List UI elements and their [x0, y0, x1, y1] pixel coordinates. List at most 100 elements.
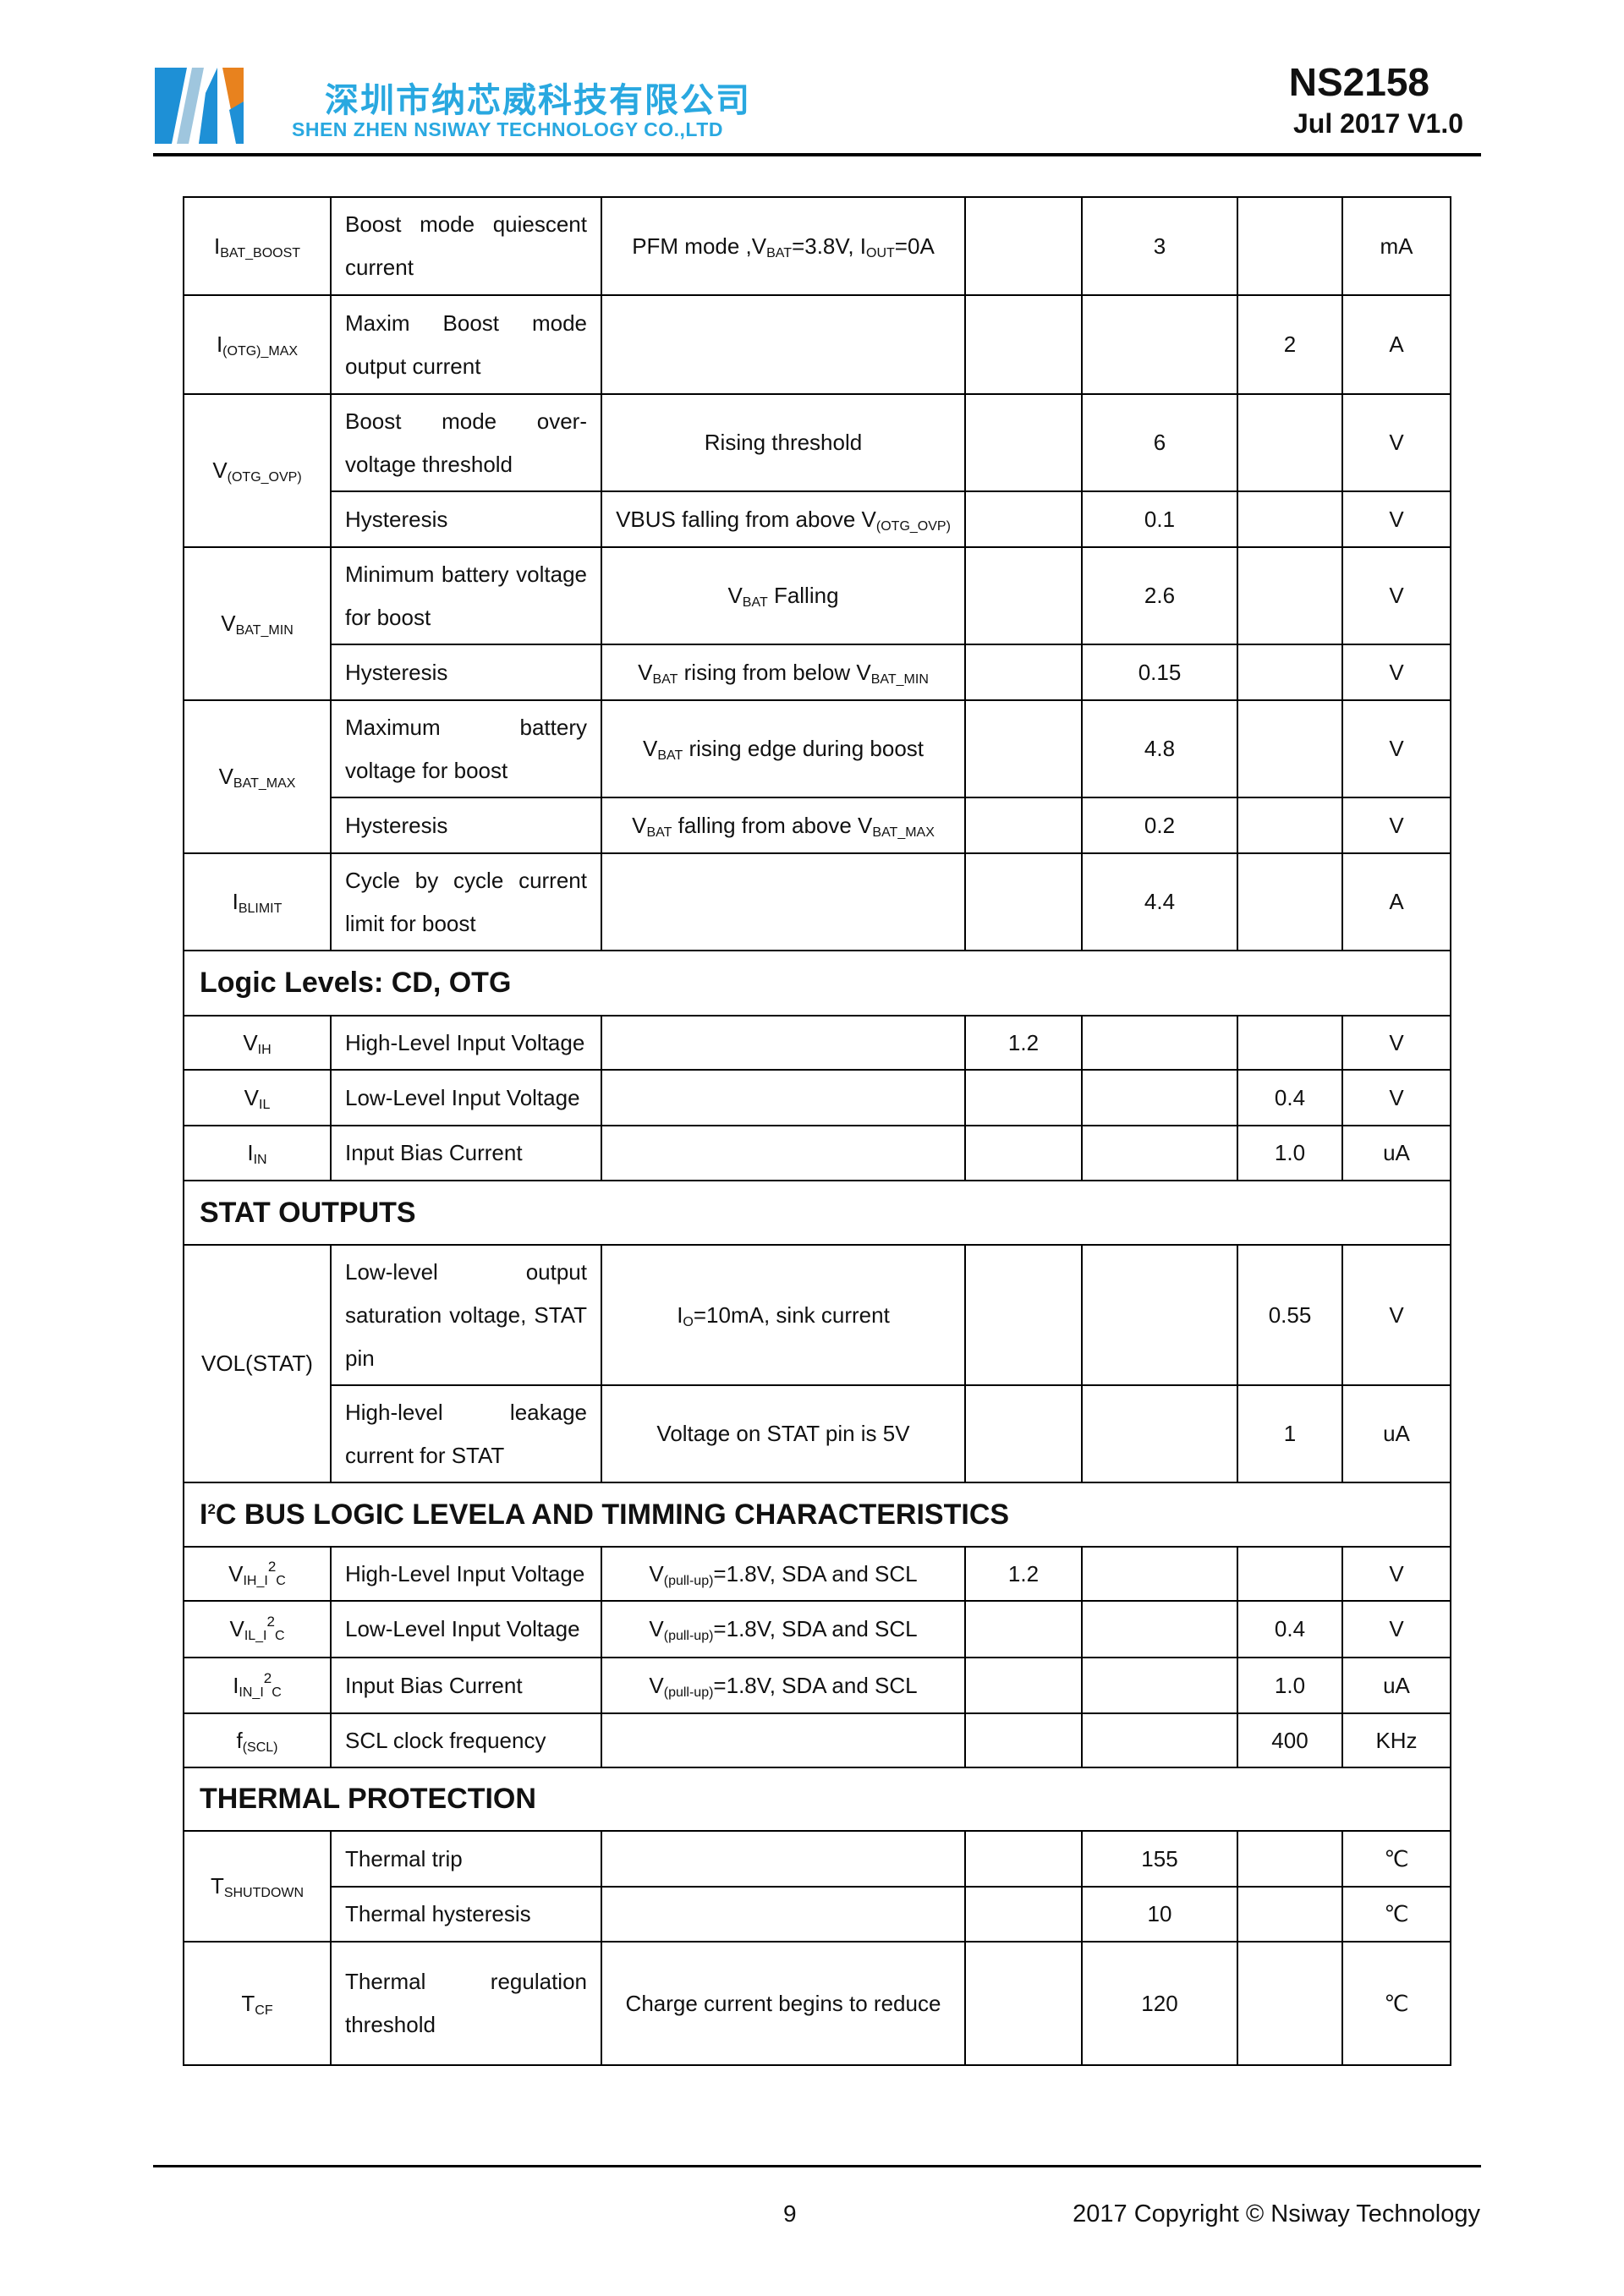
parameter-symbol: I(OTG)_MAX — [183, 294, 332, 395]
max-value — [1237, 1886, 1343, 1943]
typ-value: 4.8 — [1081, 699, 1238, 798]
unit-cell: V — [1341, 797, 1451, 854]
max-value — [1237, 1830, 1343, 1888]
text-segment: V — [649, 1560, 664, 1586]
text-segment: I — [233, 1672, 239, 1698]
test-condition — [601, 852, 966, 951]
unit-cell: ℃ — [1341, 1830, 1451, 1888]
parameter-symbol: VBAT_MIN — [183, 546, 332, 701]
subscript: BAT_MAX — [872, 825, 935, 840]
text-segment: V — [229, 1616, 244, 1641]
typ-value: 6 — [1081, 393, 1238, 492]
parameter-description: High-level leakage current for STAT — [330, 1384, 602, 1483]
parameter-description: Thermal trip — [330, 1830, 602, 1888]
unit-cell: V — [1341, 1546, 1451, 1602]
parameter-description: High-Level Input Voltage — [330, 1546, 602, 1602]
typ-value: 0.2 — [1081, 797, 1238, 854]
subscript: BAT_MIN — [235, 623, 294, 638]
text-segment: =1.8V, SDA and SCL — [713, 1672, 918, 1698]
min-value: 1.2 — [964, 1546, 1083, 1602]
test-condition — [601, 1830, 966, 1888]
min-value — [964, 699, 1083, 798]
subscript: (pull-up) — [663, 1629, 714, 1643]
parameter-symbol: IIN — [183, 1125, 332, 1181]
parameter-symbol: VIL_I2C — [183, 1600, 332, 1658]
parameter-symbol: VOL(STAT) — [183, 1244, 332, 1483]
footer-divider — [153, 2165, 1481, 2167]
table-row: TSHUTDOWN Thermal trip 155 ℃ — [183, 1830, 1451, 1943]
superscript: 2 — [267, 1558, 277, 1575]
subscript: CF — [255, 2003, 273, 2018]
unit-cell: uA — [1341, 1384, 1451, 1483]
table-row: I(OTG)_MAX Maxim Boost mode output curren… — [183, 294, 1451, 395]
unit-cell: ℃ — [1341, 1941, 1451, 2066]
subscript: (SCL) — [242, 1740, 278, 1755]
unit-cell: A — [1341, 294, 1451, 395]
subscript: BAT_BOOST — [220, 245, 301, 260]
section-header-row: STAT OUTPUTS — [183, 1180, 1451, 1246]
text-segment: V — [649, 1672, 664, 1698]
test-condition: PFM mode ,VBAT=3.8V, IOUT=0A — [601, 196, 966, 296]
table-row: VIL Low-Level Input Voltage 0.4 V — [183, 1069, 1451, 1126]
text-segment: V — [638, 659, 653, 685]
text-segment: I — [216, 332, 223, 357]
parameter-description: Minimum battery voltage for boost — [330, 546, 602, 645]
typ-value — [1081, 1712, 1238, 1768]
min-value — [964, 1244, 1083, 1386]
text-segment: V — [228, 1560, 244, 1586]
typ-value — [1081, 1384, 1238, 1483]
subscript: (OTG)_MAX — [222, 344, 299, 359]
text-segment: I — [677, 1301, 683, 1328]
parameter-symbol: IIN_I2C — [183, 1657, 332, 1714]
table-row: High-level leakage current for STAT Volta… — [184, 1384, 1451, 1483]
text-segment: V — [221, 611, 236, 636]
parameter-symbol: IBAT_BOOST — [183, 196, 332, 296]
parameter-description: Hysteresis — [330, 490, 602, 548]
parameter-symbol: VIL — [183, 1069, 332, 1126]
table-row: IIN Input Bias Current 1.0 uA — [183, 1125, 1451, 1181]
min-value — [964, 797, 1083, 854]
section-title: Logic Levels: CD, OTG — [183, 950, 1451, 1016]
text-segment: PFM mode ,V — [632, 233, 767, 259]
table-row: IBAT_BOOST Boost mode quiescent current PF… — [183, 196, 1451, 296]
table-row: VIL_I2C Low-Level Input Voltage V(pull-up)… — [183, 1600, 1451, 1658]
subscript: SHUTDOWN — [223, 1886, 304, 1900]
text-segment: THERMAL PROTECTION — [200, 1783, 536, 1815]
typ-value — [1081, 1015, 1238, 1071]
subscript: BAT — [652, 671, 678, 687]
typ-value: 0.1 — [1081, 490, 1238, 548]
section-title: I2C BUS LOGIC LEVELA AND TIMMING CHARACT… — [183, 1482, 1451, 1548]
min-value — [964, 393, 1083, 492]
parameter-description: Maxim Boost mode output current — [330, 294, 602, 395]
table-row: IBLIMIT Cycle by cycle current limit for … — [183, 852, 1451, 951]
superscript: 2 — [263, 1669, 272, 1686]
unit-cell: V — [1341, 1244, 1451, 1386]
parameter-description: Low-level output saturation voltage, STA… — [330, 1244, 602, 1386]
subscript: BAT — [742, 595, 768, 610]
unit-cell: A — [1341, 852, 1451, 951]
company-logo — [155, 68, 244, 144]
part-number: NS2158 — [1288, 60, 1429, 104]
max-value: 400 — [1237, 1712, 1343, 1768]
section-title: STAT OUTPUTS — [183, 1180, 1451, 1246]
text-segment: V — [649, 1616, 664, 1641]
text-segment: falling from above V — [672, 812, 873, 838]
text-segment: C BUS LOGIC LEVELA AND TIMMING CHARACTER… — [215, 1498, 1010, 1531]
min-value — [964, 1069, 1083, 1126]
text-segment: Logic Levels: CD, OTG — [200, 967, 512, 999]
parameter-description: Hysteresis — [330, 797, 602, 854]
parameter-symbol: V(OTG_OVP) — [183, 393, 332, 548]
text-segment: Charge current begins to reduce — [625, 1990, 941, 2016]
subscript: C — [272, 1685, 282, 1700]
test-condition: V(pull-up)=1.8V, SDA and SCL — [601, 1546, 966, 1602]
text-segment: =1.8V, SDA and SCL — [713, 1616, 918, 1641]
text-segment: V — [218, 764, 233, 789]
max-value: 0.4 — [1237, 1069, 1343, 1126]
max-value — [1237, 699, 1343, 798]
parameter-description: Hysteresis — [330, 644, 602, 701]
min-value — [964, 490, 1083, 548]
text-segment: =10mA, sink current — [693, 1301, 890, 1328]
unit-cell: KHz — [1341, 1712, 1451, 1768]
document-version: Jul 2017 V1.0 — [1292, 108, 1463, 139]
text-segment: V — [727, 583, 743, 608]
